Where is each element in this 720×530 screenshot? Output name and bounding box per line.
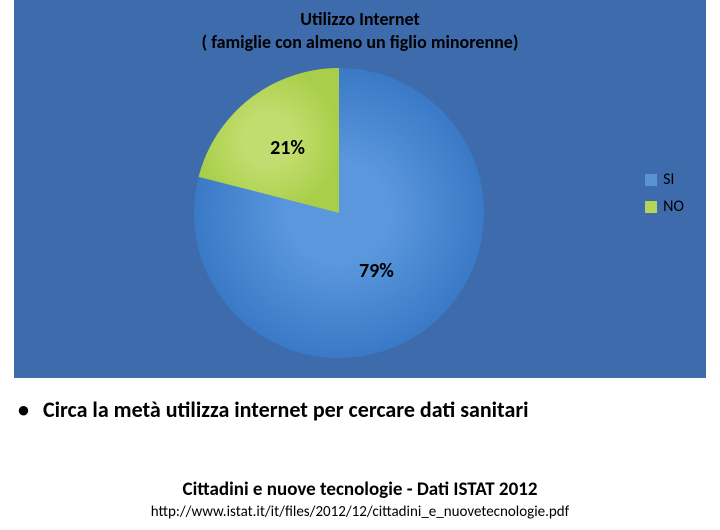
legend-text-no: NO	[663, 197, 684, 216]
bullet-text: Circa la metà utilizza internet per cerc…	[18, 396, 698, 423]
chart-panel: Utilizzo Internet ( famiglie con almeno …	[14, 0, 706, 378]
legend: SI NO	[645, 170, 684, 224]
pie-label-si: 79%	[359, 259, 394, 283]
legend-item-si: SI	[645, 170, 684, 189]
footer-title: Cittadini e nuove tecnologie - Dati ISTA…	[0, 478, 720, 501]
chart-title-line2: ( famiglie con almeno un figlio minorenn…	[202, 31, 519, 53]
pie-chart: 79% 21%	[194, 68, 484, 358]
legend-item-no: NO	[645, 197, 684, 216]
legend-swatch-si	[645, 174, 657, 186]
footer-url: http://www.istat.it/it/files/2012/12/cit…	[0, 503, 720, 521]
legend-swatch-no	[645, 201, 657, 213]
pie-label-no: 21%	[270, 136, 305, 160]
legend-text-si: SI	[663, 170, 674, 189]
footer: Cittadini e nuove tecnologie - Dati ISTA…	[0, 478, 720, 521]
chart-title: Utilizzo Internet ( famiglie con almeno …	[14, 8, 706, 53]
chart-title-line1: Utilizzo Internet	[300, 8, 420, 30]
